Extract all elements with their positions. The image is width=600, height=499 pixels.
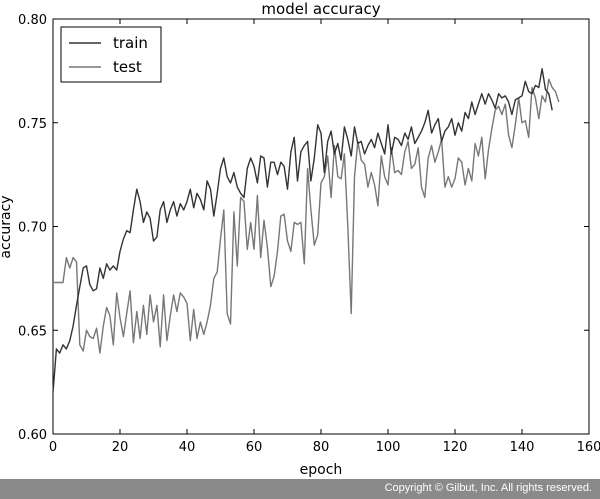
y-tick-label: 0.60 bbox=[18, 428, 47, 443]
x-tick-label: 0 bbox=[49, 440, 57, 455]
x-axis-label: epoch bbox=[300, 462, 343, 478]
y-tick-label: 0.70 bbox=[18, 221, 47, 236]
copyright-text: Copyright © Gilbut, Inc. All rights rese… bbox=[384, 482, 592, 494]
series-layer bbox=[52, 68, 560, 393]
x-tick-label: 160 bbox=[577, 440, 600, 455]
chart-title: model accuracy bbox=[261, 0, 380, 18]
y-axis: 0.60 0.65 0.70 0.75 0.80 bbox=[18, 13, 589, 443]
legend-label-test: test bbox=[113, 58, 142, 76]
x-axis: 0 20 40 60 80 100 120 140 160 bbox=[49, 19, 600, 455]
y-tick-label: 0.65 bbox=[18, 324, 47, 339]
x-tick-label: 100 bbox=[376, 440, 401, 455]
series-line-train bbox=[52, 68, 553, 393]
x-tick-label: 120 bbox=[443, 440, 468, 455]
x-tick-label: 80 bbox=[313, 440, 330, 455]
series-line-test bbox=[53, 78, 560, 354]
legend-label-train: train bbox=[113, 34, 148, 52]
x-tick-label: 140 bbox=[510, 440, 535, 455]
x-tick-label: 60 bbox=[246, 440, 263, 455]
x-tick-label: 20 bbox=[112, 440, 129, 455]
y-tick-label: 0.80 bbox=[18, 13, 47, 28]
y-tick-label: 0.75 bbox=[18, 117, 47, 132]
line-chart: model accuracy 0 20 40 60 80 100 120 140 160 0.6… bbox=[0, 0, 600, 478]
copyright-footer: Copyright © Gilbut, Inc. All rights rese… bbox=[0, 479, 600, 499]
y-axis-label: accuracy bbox=[0, 195, 14, 258]
x-tick-label: 40 bbox=[179, 440, 196, 455]
legend-box bbox=[60, 26, 162, 83]
legend: train test bbox=[60, 26, 162, 83]
